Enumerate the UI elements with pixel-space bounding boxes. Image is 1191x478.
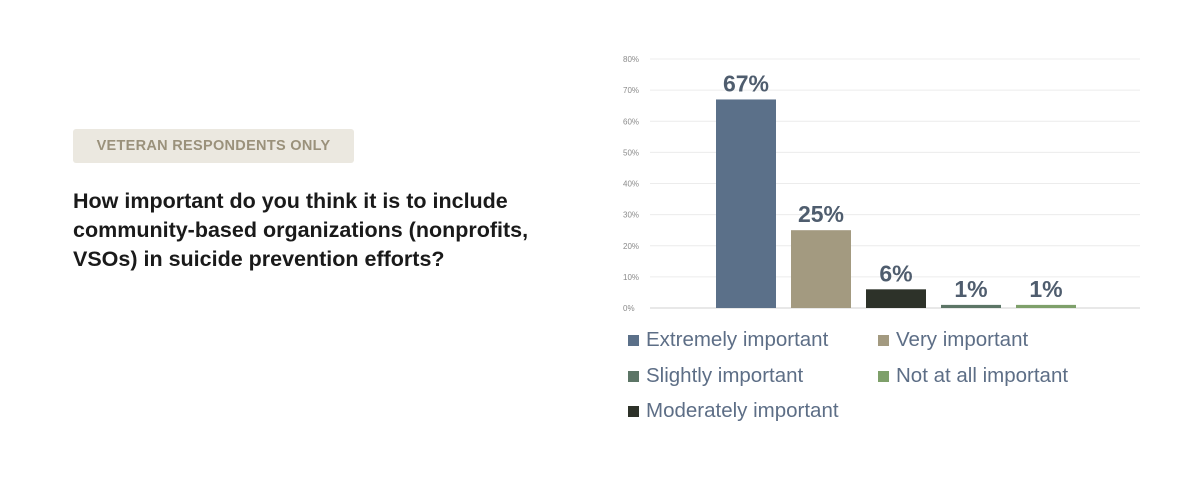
legend-item-extremely-important: Extremely important xyxy=(628,328,828,352)
y-tick-label: 30% xyxy=(623,211,639,220)
legend-label: Slightly important xyxy=(646,364,804,387)
y-tick-label: 50% xyxy=(623,148,639,157)
bar xyxy=(1016,304,1076,308)
bar xyxy=(866,289,926,308)
data-label: 1% xyxy=(1029,276,1062,302)
survey-question: How important do you think it is to incl… xyxy=(73,189,529,271)
legend-label: Not at all important xyxy=(896,364,1069,387)
y-tick-label: 0% xyxy=(623,304,635,313)
y-tick-label: 20% xyxy=(623,242,639,251)
data-label: 6% xyxy=(879,260,912,286)
data-label: 25% xyxy=(798,201,844,227)
data-label: 1% xyxy=(954,276,987,302)
bar xyxy=(941,304,1001,308)
legend-label: Moderately important xyxy=(646,399,839,422)
legend-swatch xyxy=(878,334,889,346)
legend-item-slightly-important: Slightly important xyxy=(628,364,803,388)
legend-label: Very important xyxy=(896,328,1029,351)
respondent-badge: VETERAN RESPONDENTS ONLY xyxy=(73,129,354,163)
legend-swatch xyxy=(628,370,639,382)
y-tick-label: 10% xyxy=(623,273,639,282)
legend-item-moderately-important: Moderately important xyxy=(628,399,839,423)
data-label: 67% xyxy=(723,70,769,96)
bar xyxy=(791,230,851,308)
y-tick-label: 60% xyxy=(623,117,639,126)
legend-swatch xyxy=(628,405,639,417)
legend-item-not-at-all-important: Not at all important xyxy=(878,364,1068,388)
legend-item-very-important: Very important xyxy=(878,328,1028,352)
legend-swatch xyxy=(628,334,639,346)
y-tick-label: 40% xyxy=(623,180,639,189)
y-tick-label: 70% xyxy=(623,86,639,95)
legend-label: Extremely important xyxy=(646,328,829,351)
y-tick-label: 80% xyxy=(623,55,639,64)
bar xyxy=(716,99,776,309)
legend-swatch xyxy=(878,370,889,382)
